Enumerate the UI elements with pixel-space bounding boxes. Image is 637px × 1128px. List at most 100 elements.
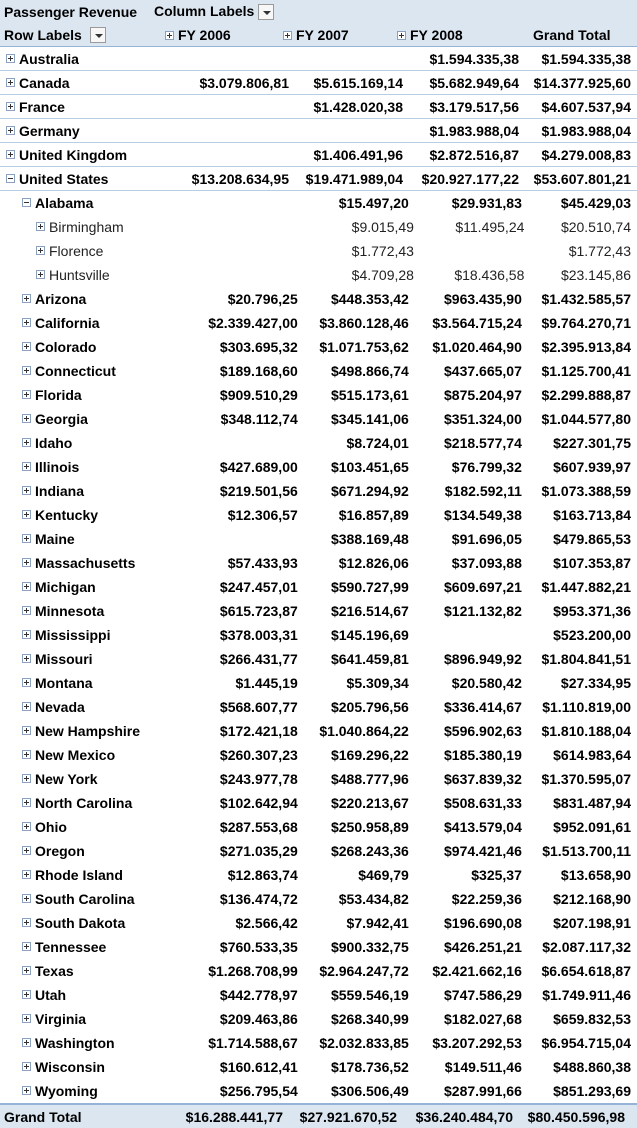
expand-icon[interactable] (6, 126, 15, 135)
expand-icon[interactable] (22, 774, 31, 783)
grand-total-row: Grand Total $16.288.441,77 $27.921.670,5… (0, 1103, 637, 1128)
row-label: Ohio (0, 819, 183, 835)
row-label-text: Minnesota (35, 602, 105, 619)
row-label: Wyoming (0, 1083, 183, 1099)
value-cell-fy2008: $426.251,21 (444, 938, 522, 955)
row-label: France (0, 99, 171, 115)
expand-icon[interactable] (22, 726, 31, 735)
value-cell-grand-total: $6.954.715,04 (541, 1034, 631, 1051)
expand-icon[interactable] (22, 750, 31, 759)
pivot-row: South Carolina $136.474,72 $53.434,82 $22.2… (0, 887, 637, 911)
row-label-text: North Carolina (35, 794, 133, 811)
expand-icon[interactable] (22, 942, 31, 951)
pivot-row: Birmingham $9.015,49 $11.495,24 $20.510,74 (0, 215, 637, 239)
expand-icon[interactable] (22, 822, 31, 831)
expand-icon[interactable] (22, 342, 31, 351)
value-cell-grand-total: $45.429,03 (560, 194, 631, 211)
row-label: California (0, 315, 183, 331)
value-cell-fy2008: $3.564.715,24 (432, 314, 522, 331)
expand-icon[interactable] (22, 798, 31, 807)
expand-icon[interactable] (22, 582, 31, 591)
expand-icon[interactable] (22, 678, 31, 687)
row-label-text: Illinois (35, 458, 80, 475)
expand-icon[interactable] (6, 150, 15, 159)
value-cell-grand-total: $1.804.841,51 (541, 650, 631, 667)
expand-icon[interactable] (22, 990, 31, 999)
row-label-text: Wyoming (35, 1082, 98, 1099)
expand-icon[interactable] (397, 31, 406, 41)
value-cell-fy2006: $427.689,00 (219, 458, 298, 475)
expand-icon[interactable] (36, 270, 45, 279)
expand-icon[interactable] (22, 414, 31, 423)
expand-icon[interactable] (22, 918, 31, 927)
value-cell-fy2008: $1.594.335,38 (429, 50, 519, 67)
expand-icon[interactable] (36, 246, 45, 255)
expand-icon[interactable] (22, 894, 31, 903)
column-header-fy2007[interactable]: FY 2007 (283, 27, 397, 43)
row-label-text: Colorado (35, 338, 97, 355)
value-cell-fy2008: $336.414,67 (444, 698, 522, 715)
value-cell-fy2007: $268.243,36 (330, 842, 409, 859)
pivot-row: Minnesota $615.723,87 $216.514,67 $121.132,… (0, 599, 637, 623)
expand-icon[interactable] (283, 31, 292, 41)
pivot-row: New Mexico $260.307,23 $169.296,22 $185.380… (0, 743, 637, 767)
value-cell-fy2007: $8.724,01 (346, 434, 409, 451)
expand-icon[interactable] (22, 366, 31, 375)
expand-icon[interactable] (165, 31, 174, 41)
expand-icon[interactable] (22, 534, 31, 543)
expand-icon[interactable] (22, 558, 31, 567)
value-cell-grand-total: $207.198,91 (553, 914, 631, 931)
expand-icon[interactable] (22, 870, 31, 879)
row-labels-header: Row Labels (0, 26, 165, 43)
expand-icon[interactable] (22, 510, 31, 519)
value-cell-fy2007: $145.196,69 (330, 626, 409, 643)
value-cell-fy2008: $20.580,42 (451, 674, 522, 691)
row-label-text: Utah (35, 986, 67, 1003)
row-label: North Carolina (0, 795, 183, 811)
expand-icon[interactable] (22, 318, 31, 327)
value-cell-fy2008: $121.132,82 (444, 602, 522, 619)
pivot-row: North Carolina $102.642,94 $220.213,67 $508… (0, 791, 637, 815)
value-cell-grand-total: $13.658,90 (560, 866, 631, 883)
row-label-text: Australia (19, 50, 79, 67)
expand-icon[interactable] (22, 1062, 31, 1071)
expand-icon[interactable] (22, 438, 31, 447)
expand-icon[interactable] (6, 102, 15, 111)
column-labels-filter-dropdown[interactable] (258, 4, 275, 21)
expand-icon[interactable] (6, 54, 15, 63)
value-cell-fy2007: $7.942,41 (346, 914, 409, 931)
expand-icon[interactable] (22, 294, 31, 303)
expand-icon[interactable] (22, 486, 31, 495)
expand-icon[interactable] (6, 78, 15, 87)
row-labels-filter-dropdown[interactable] (89, 26, 106, 43)
expand-icon[interactable] (22, 654, 31, 663)
expand-icon[interactable] (22, 702, 31, 711)
expand-icon[interactable] (22, 846, 31, 855)
expand-icon[interactable] (22, 630, 31, 639)
pivot-row: Mississippi $378.003,31 $145.196,69 $523.20… (0, 623, 637, 647)
expand-icon[interactable] (36, 222, 45, 231)
collapse-icon[interactable] (22, 198, 31, 207)
expand-icon[interactable] (22, 1038, 31, 1047)
value-cell-fy2008: $2.421.662,16 (432, 962, 522, 979)
expand-icon[interactable] (22, 606, 31, 615)
column-header-fy2006[interactable]: FY 2006 (165, 27, 283, 43)
value-cell-fy2007: $671.294,92 (330, 482, 409, 499)
column-header-fy2008[interactable]: FY 2008 (397, 27, 513, 43)
expand-icon[interactable] (22, 390, 31, 399)
row-label: Virginia (0, 1011, 183, 1027)
pivot-row: United Kingdom $1.406.491,96 $2.872.516,87… (0, 143, 637, 167)
expand-icon[interactable] (22, 966, 31, 975)
row-label-text: Nevada (35, 698, 85, 715)
row-label: Missouri (0, 651, 183, 667)
value-cell-fy2006: $287.553,68 (219, 818, 298, 835)
value-cell-fy2007: $268.340,99 (330, 1010, 409, 1027)
expand-icon[interactable] (22, 1086, 31, 1095)
row-label: Indiana (0, 483, 183, 499)
expand-icon[interactable] (22, 1014, 31, 1023)
value-cell-fy2006: $172.421,18 (219, 722, 298, 739)
value-cell-grand-total: $1.370.595,07 (541, 770, 631, 787)
value-cell-fy2008: $218.577,74 (444, 434, 522, 451)
collapse-icon[interactable] (6, 174, 15, 183)
expand-icon[interactable] (22, 462, 31, 471)
